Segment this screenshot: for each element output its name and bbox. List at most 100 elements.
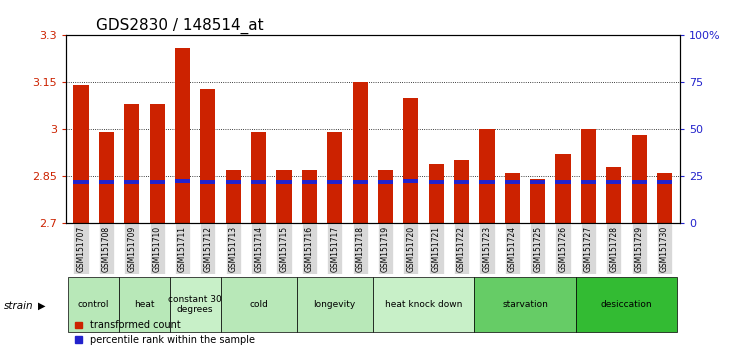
Bar: [530, 180, 545, 184]
Text: strain: strain: [4, 301, 34, 311]
Bar: [150, 104, 164, 223]
Bar: [606, 223, 621, 274]
Text: GSM151716: GSM151716: [305, 225, 314, 272]
Bar: [378, 180, 393, 184]
Bar: [428, 180, 444, 184]
Text: GSM151709: GSM151709: [127, 225, 136, 272]
Text: GSM151728: GSM151728: [610, 225, 618, 272]
Text: GSM151710: GSM151710: [153, 225, 162, 272]
Bar: [226, 223, 241, 274]
Bar: [200, 88, 216, 223]
Bar: [378, 170, 393, 223]
Text: GSM151725: GSM151725: [533, 225, 542, 272]
Text: GSM151724: GSM151724: [508, 225, 517, 272]
Bar: [480, 223, 495, 274]
Bar: [404, 98, 418, 223]
Text: heat: heat: [135, 300, 155, 309]
Bar: [175, 179, 190, 183]
Bar: [124, 223, 140, 274]
Bar: [454, 160, 469, 223]
Bar: [576, 277, 678, 332]
Text: desiccation: desiccation: [601, 300, 652, 309]
Bar: [504, 223, 520, 274]
Text: GSM151708: GSM151708: [102, 225, 111, 272]
Bar: [556, 154, 571, 223]
Bar: [251, 180, 266, 184]
Bar: [352, 82, 368, 223]
Bar: [404, 179, 418, 183]
Text: GDS2830 / 148514_at: GDS2830 / 148514_at: [96, 18, 264, 34]
Bar: [297, 277, 373, 332]
Bar: [454, 223, 469, 274]
Bar: [352, 223, 368, 274]
Bar: [480, 129, 495, 223]
Bar: [276, 223, 292, 274]
Bar: [378, 223, 393, 274]
Bar: [226, 180, 241, 184]
Bar: [530, 223, 545, 274]
Bar: [454, 180, 469, 184]
Text: GSM151718: GSM151718: [355, 225, 365, 272]
Text: longevity: longevity: [314, 300, 356, 309]
Bar: [200, 180, 216, 184]
Bar: [221, 277, 297, 332]
Text: GSM151721: GSM151721: [432, 225, 441, 272]
Bar: [373, 277, 474, 332]
Bar: [474, 277, 576, 332]
Text: GSM151714: GSM151714: [254, 225, 263, 272]
Text: starvation: starvation: [502, 300, 548, 309]
Bar: [556, 180, 571, 184]
Bar: [352, 180, 368, 184]
Text: GSM151711: GSM151711: [178, 225, 187, 272]
Bar: [200, 223, 216, 274]
Bar: [632, 136, 647, 223]
Bar: [124, 104, 140, 223]
Bar: [581, 180, 596, 184]
Bar: [480, 180, 495, 184]
Bar: [276, 170, 292, 223]
Text: heat knock down: heat knock down: [385, 300, 462, 309]
Bar: [556, 223, 571, 274]
Bar: [119, 277, 170, 332]
Text: GSM151723: GSM151723: [482, 225, 491, 272]
Text: GSM151715: GSM151715: [279, 225, 289, 272]
Bar: [606, 180, 621, 184]
Bar: [404, 223, 418, 274]
Text: GSM151730: GSM151730: [660, 225, 669, 272]
Bar: [657, 180, 673, 184]
Text: GSM151727: GSM151727: [584, 225, 593, 272]
Bar: [302, 170, 317, 223]
Text: control: control: [78, 300, 110, 309]
Text: GSM151712: GSM151712: [203, 225, 213, 272]
Bar: [175, 223, 190, 274]
Bar: [99, 180, 114, 184]
Bar: [251, 132, 266, 223]
Bar: [327, 223, 342, 274]
Bar: [504, 173, 520, 223]
Bar: [657, 173, 673, 223]
Bar: [302, 180, 317, 184]
Bar: [327, 132, 342, 223]
Bar: [251, 223, 266, 274]
Bar: [606, 167, 621, 223]
Text: GSM151717: GSM151717: [330, 225, 339, 272]
Bar: [428, 223, 444, 274]
Text: GSM151719: GSM151719: [381, 225, 390, 272]
Text: GSM151726: GSM151726: [558, 225, 567, 272]
Bar: [68, 277, 119, 332]
Bar: [73, 85, 88, 223]
Bar: [632, 223, 647, 274]
Text: constant 30
degrees: constant 30 degrees: [168, 295, 222, 314]
Text: GSM151707: GSM151707: [77, 225, 86, 272]
Bar: [150, 180, 164, 184]
Bar: [99, 132, 114, 223]
Bar: [170, 277, 221, 332]
Bar: [226, 170, 241, 223]
Bar: [276, 180, 292, 184]
Bar: [428, 164, 444, 223]
Bar: [657, 223, 673, 274]
Bar: [73, 223, 88, 274]
Bar: [327, 180, 342, 184]
Bar: [530, 179, 545, 223]
Text: GSM151720: GSM151720: [406, 225, 415, 272]
